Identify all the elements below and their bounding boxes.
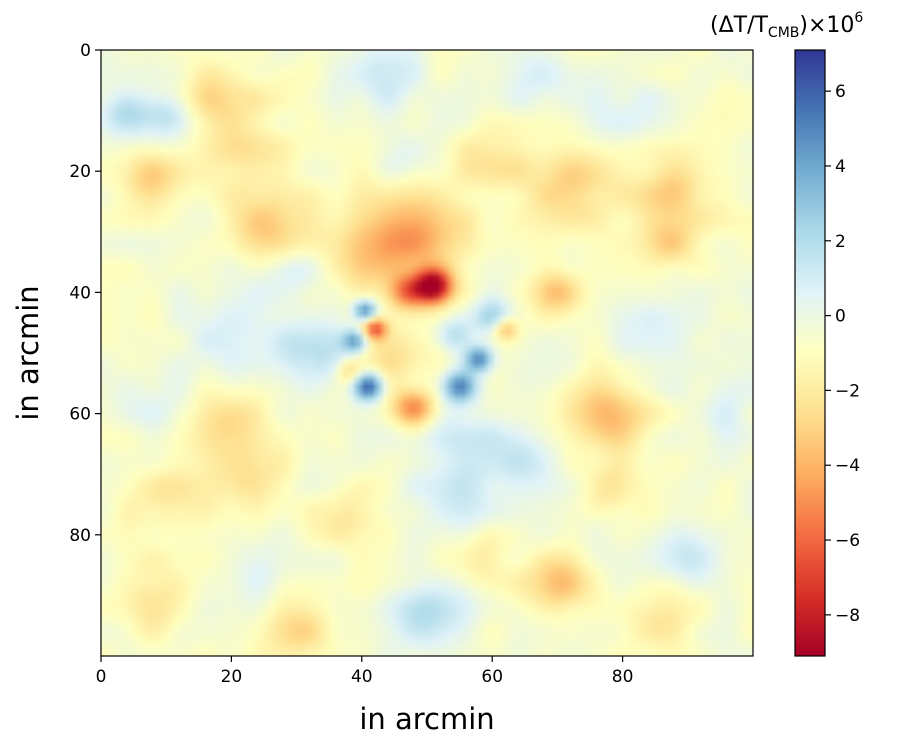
x-tick-label: 0: [96, 667, 107, 687]
y-tick-label: 80: [69, 526, 91, 546]
colorbar-frame: [794, 49, 826, 657]
x-axis-label: in arcmin: [359, 702, 494, 736]
x-axis-ticks: 0 20 40 60 80: [96, 656, 634, 687]
heatmap-image: [101, 50, 753, 656]
plot-frame: [100, 49, 754, 657]
colorbar-tick-label: −2: [835, 381, 860, 401]
y-tick-label: 40: [69, 283, 91, 303]
x-tick-label: 20: [221, 667, 243, 687]
colorbar-tick-label: 6: [835, 82, 846, 102]
heatmap-plot: [100, 49, 754, 657]
x-tick-label: 60: [481, 667, 503, 687]
colorbar-tick-label: 0: [835, 307, 846, 327]
y-tick-label: 60: [69, 405, 91, 425]
y-axis-label: in arcmin: [11, 285, 45, 420]
colorbar-tick-label: −8: [835, 606, 860, 626]
colorbar-gradient: [795, 50, 825, 656]
colorbar: 6 4 2 0 −2 −4 −6 −8 (ΔT/TCMB)×106: [710, 10, 863, 657]
y-tick-label: 0: [80, 41, 91, 61]
colorbar-tick-label: −6: [835, 531, 860, 551]
x-tick-label: 40: [351, 667, 373, 687]
colorbar-tick-label: 4: [835, 157, 846, 177]
y-tick-label: 20: [69, 162, 91, 182]
colorbar-ticks: 6 4 2 0 −2 −4 −6 −8: [825, 82, 860, 626]
x-tick-label: 80: [612, 667, 634, 687]
colorbar-tick-label: −4: [835, 456, 860, 476]
colorbar-tick-label: 2: [835, 232, 846, 252]
y-axis-ticks: 0 20 40 60 80: [69, 41, 101, 546]
colorbar-title: (ΔT/TCMB)×106: [710, 10, 863, 41]
